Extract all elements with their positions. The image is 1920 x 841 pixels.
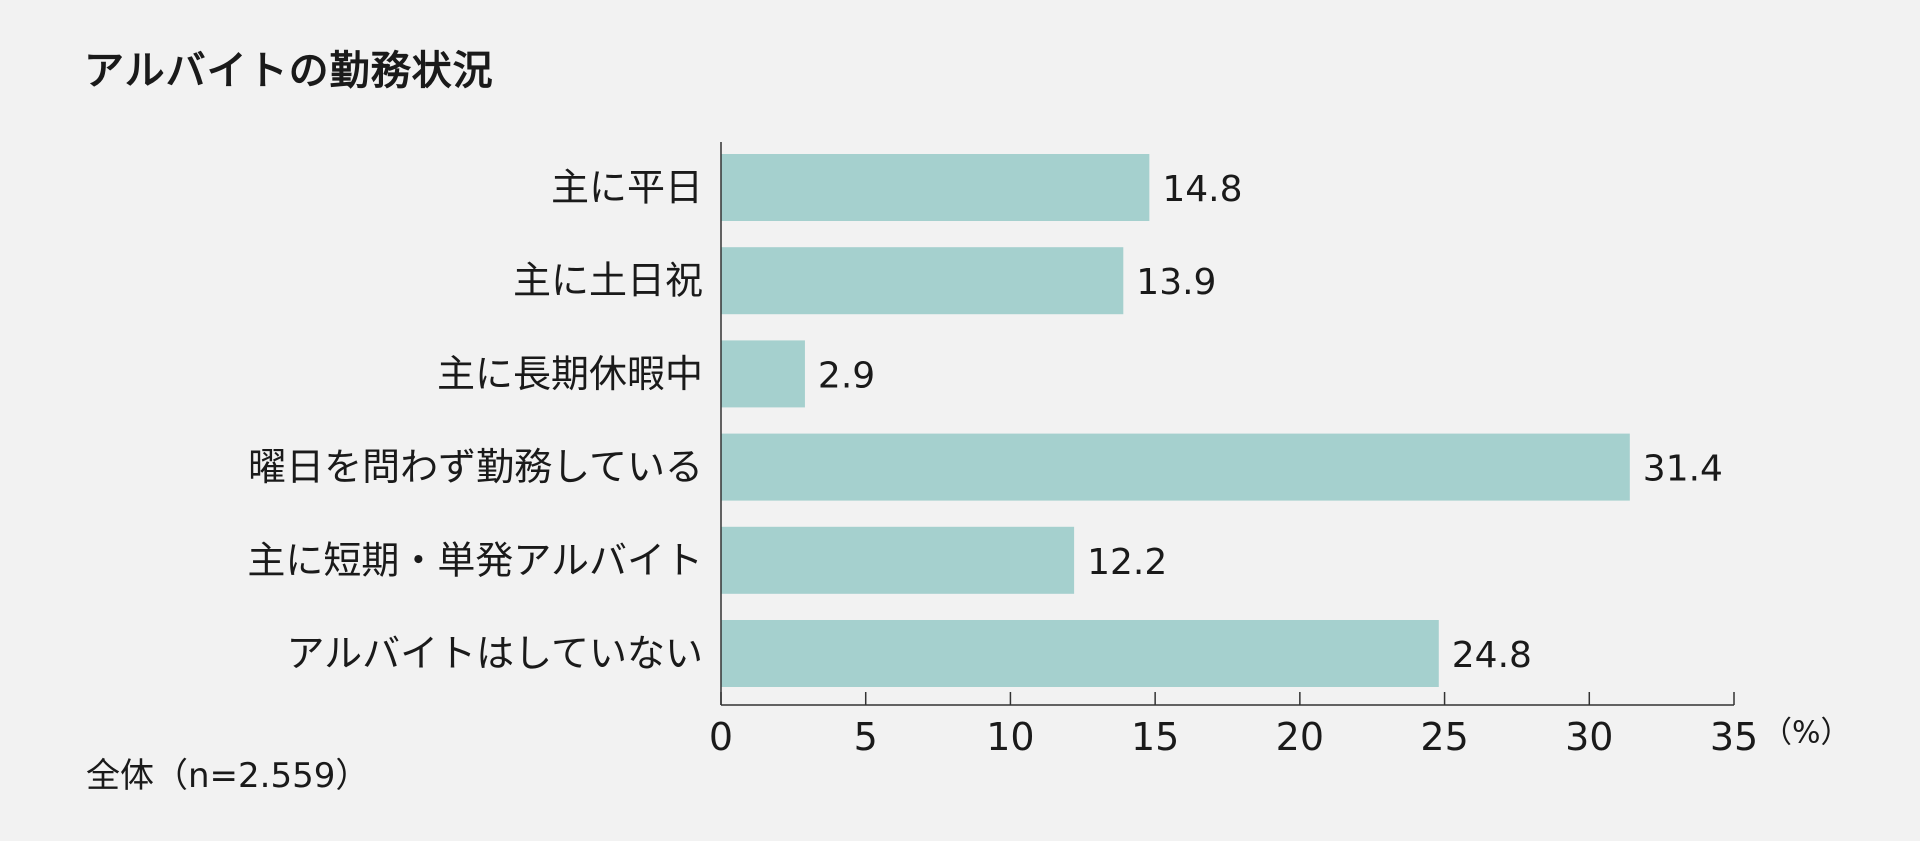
data-label: 12.2 (1087, 542, 1167, 583)
x-axis-unit: （%） (1762, 716, 1851, 751)
data-label: 2.9 (818, 355, 875, 396)
category-label: 主に短期・単発アルバイト (247, 538, 703, 582)
x-tick-label: 5 (854, 715, 878, 759)
x-tick-label: 0 (709, 715, 733, 759)
bar (721, 526, 1075, 594)
x-tick-label: 35 (1710, 715, 1758, 759)
category-label: 主に土日祝 (513, 259, 703, 303)
category-label: 主に長期休暇中 (437, 352, 703, 396)
bar (721, 154, 1150, 221)
category-label: 主に平日 (551, 166, 703, 210)
x-tick-label: 30 (1565, 715, 1613, 759)
x-tick-label: 20 (1276, 715, 1324, 759)
data-label: 13.9 (1136, 262, 1216, 303)
data-label: 31.4 (1643, 449, 1723, 490)
bar (721, 433, 1630, 501)
x-tick-label: 10 (986, 715, 1034, 759)
data-label: 14.8 (1162, 169, 1242, 210)
category-label: アルバイトはしていない (287, 632, 703, 676)
data-label: 24.8 (1452, 635, 1532, 676)
sample-size-note: 全体（n=2.559） (86, 756, 370, 796)
bar (721, 340, 805, 408)
chart-title: アルバイトの勤務状況 (84, 48, 494, 94)
bar (721, 247, 1124, 315)
category-label: 曜日を問わず勤務している (248, 445, 703, 489)
x-tick-label: 25 (1420, 715, 1468, 759)
bar (721, 620, 1439, 687)
x-tick-label: 15 (1131, 715, 1179, 759)
